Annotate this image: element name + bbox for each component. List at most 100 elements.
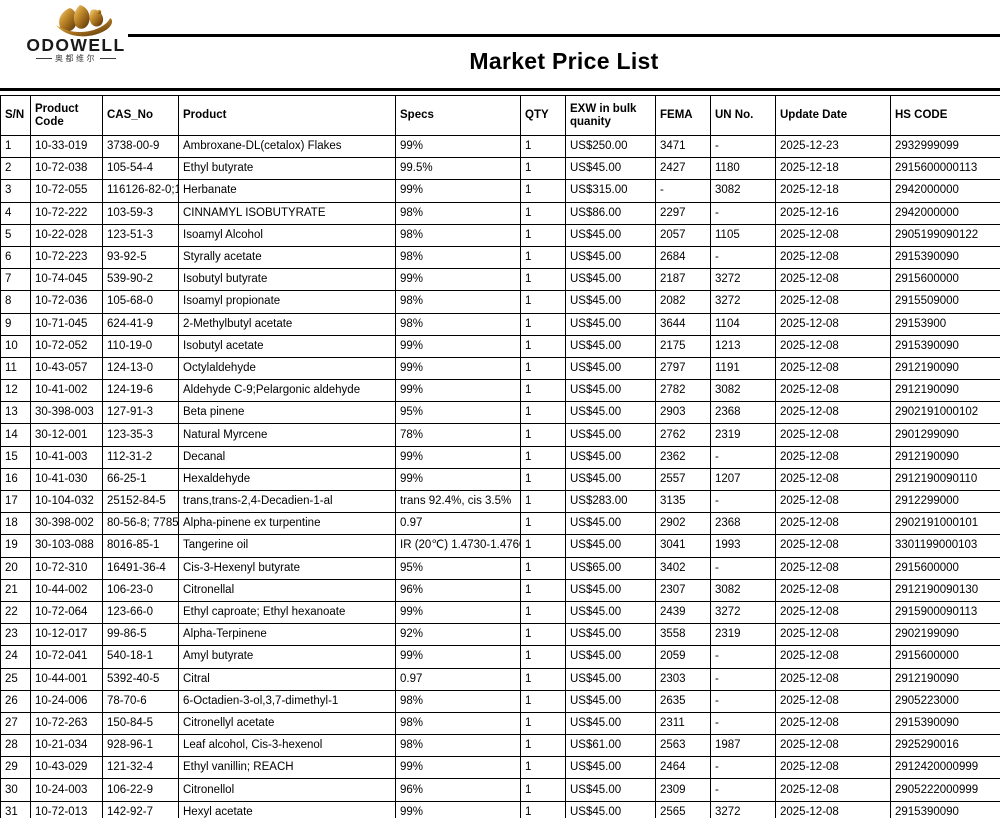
table-row[interactable]: 6 10-72-223 93-92-5 Styrally acetate 98% 1 US$… bbox=[0, 245, 1000, 270]
cell-hs-code: 2912190090 bbox=[890, 356, 1000, 381]
cell-product-code: 10-24-006 bbox=[30, 689, 103, 713]
cell-specs: 98% bbox=[395, 223, 521, 247]
cell-qty: 1 bbox=[520, 245, 566, 270]
cell-exw: US$45.00 bbox=[565, 711, 656, 736]
cell-exw: US$45.00 bbox=[565, 290, 656, 314]
cell-product: Decanal bbox=[178, 445, 396, 469]
cell-un-no: 1180 bbox=[710, 157, 776, 181]
col-header-product[interactable]: Product bbox=[178, 95, 396, 136]
col-header-exw[interactable]: EXW in bulk quanity bbox=[565, 95, 656, 136]
cell-qty: 1 bbox=[520, 689, 566, 713]
cell-exw: US$45.00 bbox=[565, 534, 656, 558]
cell-specs: 99% bbox=[395, 756, 521, 780]
cell-specs: IR (20℃) 1.4730-1.4760; BD (20℃) bbox=[395, 534, 521, 558]
cell-hs-code: 2902191000102 bbox=[890, 401, 1000, 425]
cell-fema: 3471 bbox=[655, 134, 711, 159]
col-header-update-date[interactable]: Update Date bbox=[775, 95, 891, 136]
cell-specs: 92% bbox=[395, 623, 521, 647]
cell-update-date: 2025-12-08 bbox=[775, 334, 891, 358]
cell-cas-no: 66-25-1 bbox=[102, 467, 179, 492]
cell-un-no: - bbox=[710, 778, 776, 802]
cell-cas-no: 80-56-8; 7785-30-4 bbox=[102, 512, 179, 536]
cell-hs-code: 2902191000101 bbox=[890, 512, 1000, 536]
cell-qty: 1 bbox=[520, 134, 566, 159]
table-row[interactable]: 28 10-21-034 928-96-1 Leaf alcohol, Cis-3-h… bbox=[0, 734, 1000, 758]
table-row[interactable]: 16 10-41-030 66-25-1 Hexaldehyde 99% 1 US$45.0… bbox=[0, 467, 1000, 492]
cell-update-date: 2025-12-08 bbox=[775, 667, 891, 691]
cell-qty: 1 bbox=[520, 356, 566, 381]
cell-fema: 2059 bbox=[655, 645, 711, 669]
col-header-product-code[interactable]: Product Code bbox=[30, 95, 103, 136]
table-row[interactable]: 310-72-055116126-82-0;116044Herbanate99%… bbox=[0, 179, 1000, 203]
cell-sn: 4 bbox=[0, 201, 31, 225]
cell-update-date: 2025-12-08 bbox=[775, 512, 891, 536]
table-row[interactable]: 22 10-72-064 123-66-0 Ethyl caproate; Ethyl… bbox=[0, 600, 1000, 625]
table-row[interactable]: 13 30-398-003 127-91-3 Beta pinene 95% 1 US$45… bbox=[0, 401, 1000, 425]
cell-exw: US$315.00 bbox=[565, 179, 656, 203]
table-row[interactable]: 24 10-72-041 540-18-1 Amyl butyrate 99% 1 US$4… bbox=[0, 645, 1000, 669]
table-row[interactable]: 1 10-33-019 3738-00-9 Ambroxane-DL(cetalox)… bbox=[0, 134, 1000, 159]
cell-cas-no: 928-96-1 bbox=[102, 734, 179, 758]
cell-hs-code: 2912190090 bbox=[890, 667, 1000, 691]
table-row[interactable]: 11 10-43-057 124-13-0 Octylaldehyde 99% 1 US$4… bbox=[0, 356, 1000, 381]
cell-sn: 10 bbox=[0, 334, 31, 358]
col-header-hs-code[interactable]: HS CODE bbox=[890, 95, 1000, 136]
cell-qty: 1 bbox=[520, 556, 566, 580]
cell-qty: 1 bbox=[520, 667, 566, 691]
table-row[interactable]: 30 10-24-003 106-22-9 Citronellol 96% 1 US$45.… bbox=[0, 778, 1000, 802]
table-row[interactable]: 17 10-104-032 25152-84-5 trans,trans-2,4-De… bbox=[0, 489, 1000, 514]
cell-update-date: 2025-12-08 bbox=[775, 578, 891, 602]
cell-qty: 1 bbox=[520, 201, 566, 225]
table-row[interactable]: 20 10-72-310 16491-36-4 Cis-3-Hexenyl butyr… bbox=[0, 556, 1000, 580]
cell-hs-code: 2915600000 bbox=[890, 556, 1000, 580]
cell-product: Natural Myrcene bbox=[178, 423, 396, 447]
cell-fema: 3402 bbox=[655, 556, 711, 580]
col-header-cas-no[interactable]: CAS_No bbox=[102, 95, 179, 136]
table-row[interactable]: 15 10-41-003 112-31-2 Decanal 99% 1 US$45.00 23… bbox=[0, 445, 1000, 469]
title-bottom-rule bbox=[0, 88, 1000, 91]
cell-sn: 18 bbox=[0, 512, 31, 536]
table-row[interactable]: 25 10-44-001 5392-40-5 Citral 0.97 1 US$45.00 2… bbox=[0, 667, 1000, 691]
table-row[interactable]: 2 10-72-038 105-54-4 Ethyl butyrate 99.5% 1 US… bbox=[0, 157, 1000, 181]
table-row[interactable]: 26 10-24-006 78-70-6 6-Octadien-3-ol,3,7-di… bbox=[0, 689, 1000, 713]
col-header-un-no[interactable]: UN No. bbox=[710, 95, 776, 136]
cell-sn: 13 bbox=[0, 401, 31, 425]
table-row[interactable]: 29 10-43-029 121-32-4 Ethyl vanillin; REACH… bbox=[0, 756, 1000, 780]
table-row[interactable]: 23 10-12-017 99-86-5 Alpha-Terpinene 92% 1 US$… bbox=[0, 623, 1000, 647]
cell-hs-code: 2912190090110 bbox=[890, 467, 1000, 492]
table-row[interactable]: 19 30-103-088 8016-85-1 Tangerine oil IR (20… bbox=[0, 534, 1000, 558]
table-row[interactable]: 27 10-72-263 150-84-5 Citronellyl acetate 98… bbox=[0, 711, 1000, 736]
table-row[interactable]: 14 30-12-001 123-35-3 Natural Myrcene 78% 1 US… bbox=[0, 423, 1000, 447]
cell-product-code: 30-398-003 bbox=[30, 401, 103, 425]
cell-cas-no: 124-19-6 bbox=[102, 379, 179, 403]
cell-cas-no: 78-70-6 bbox=[102, 689, 179, 713]
col-header-specs[interactable]: Specs bbox=[395, 95, 521, 136]
table-row[interactable]: 12 10-41-002 124-19-6 Aldehyde C-9;Pelargon… bbox=[0, 379, 1000, 403]
table-row[interactable]: 9 10-71-045 624-41-9 2-Methylbutyl acetate 9… bbox=[0, 312, 1000, 336]
cell-product-code: 10-41-003 bbox=[30, 445, 103, 469]
col-header-qty[interactable]: QTY bbox=[520, 95, 566, 136]
col-header-sn[interactable]: S/N bbox=[0, 95, 31, 136]
cell-un-no: - bbox=[710, 689, 776, 713]
table-row[interactable]: 21 10-44-002 106-23-0 Citronellal 96% 1 US$45.… bbox=[0, 578, 1000, 602]
cell-product: Hexyl acetate bbox=[178, 800, 396, 818]
cell-update-date: 2025-12-08 bbox=[775, 467, 891, 492]
cell-specs: 98% bbox=[395, 689, 521, 713]
table-row[interactable]: 7 10-74-045 539-90-2 Isobutyl butyrate 99% 1 U… bbox=[0, 268, 1000, 292]
cell-qty: 1 bbox=[520, 489, 566, 514]
table-row[interactable]: 31 10-72-013 142-92-7 Hexyl acetate 99% 1 US$4… bbox=[0, 800, 1000, 818]
col-header-fema[interactable]: FEMA bbox=[655, 95, 711, 136]
cell-fema: - bbox=[655, 179, 711, 203]
cell-specs: 99% bbox=[395, 179, 521, 203]
table-row[interactable]: 10 10-72-052 110-19-0 Isobutyl acetate 99% 1 U… bbox=[0, 334, 1000, 358]
table-row[interactable]: 5 10-22-028 123-51-3 Isoamyl Alcohol 98% 1 US$… bbox=[0, 223, 1000, 247]
table-row[interactable]: 8 10-72-036 105-68-0 Isoamyl propionate 98% 1… bbox=[0, 290, 1000, 314]
cell-exw: US$283.00 bbox=[565, 489, 656, 514]
table-row[interactable]: 4 10-72-222 103-59-3 CINNAMYL ISOBUTYRATE 98… bbox=[0, 201, 1000, 225]
cell-hs-code: 2915600000 bbox=[890, 645, 1000, 669]
cell-cas-no: 150-84-5 bbox=[102, 711, 179, 736]
cell-un-no: 3082 bbox=[710, 379, 776, 403]
cell-exw: US$45.00 bbox=[565, 756, 656, 780]
cell-product-code: 30-103-088 bbox=[30, 534, 103, 558]
